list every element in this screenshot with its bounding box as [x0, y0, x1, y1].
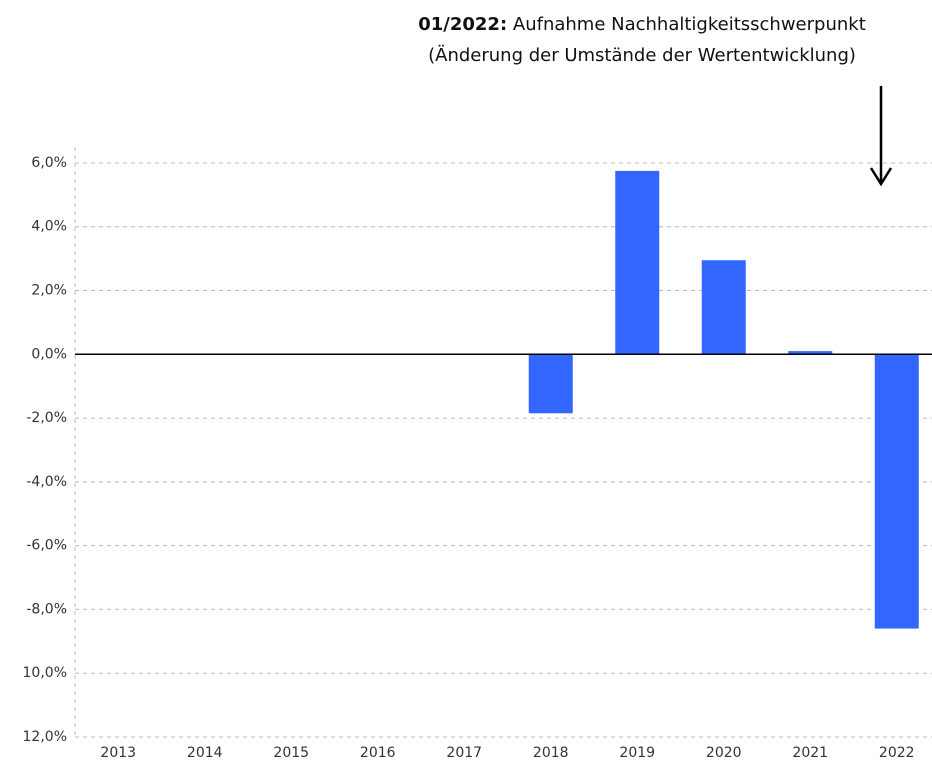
bar	[874, 354, 919, 629]
x-tick-label: 2017	[446, 745, 482, 761]
annotation-text: Aufnahme Nachhaltigkeitsschwerpunkt	[513, 14, 866, 35]
y-tick-label: 6,0%	[31, 155, 67, 171]
x-tick-label: 2022	[879, 745, 915, 761]
x-tick-label: 2013	[100, 745, 136, 761]
x-tick-label: 2018	[533, 745, 569, 761]
x-tick-label: 2020	[706, 745, 742, 761]
annotation-arrowhead	[869, 167, 893, 187]
annotation-line1: 01/2022: Aufnahme Nachhaltigkeitsschwerp…	[418, 14, 866, 35]
bar	[528, 354, 573, 414]
annotation-line2: (Änderung der Umstände der Wertentwicklu…	[428, 45, 856, 66]
x-tick-label: 2015	[273, 745, 309, 761]
x-tick-label: 2014	[187, 745, 223, 761]
y-tick-label: -6,0%	[26, 538, 67, 554]
y-tick-label: 2,0%	[31, 283, 67, 299]
y-tick-label: -2,0%	[26, 410, 67, 426]
y-tick-label: -4,0%	[26, 474, 67, 490]
annotation-bold: 01/2022:	[418, 14, 507, 35]
x-tick-label: 2021	[792, 745, 828, 761]
bar	[615, 170, 660, 355]
x-tick-label: 2016	[360, 745, 396, 761]
y-tick-label: 10,0%	[23, 665, 67, 681]
y-tick-label: 0,0%	[31, 346, 67, 362]
x-tick-label: 2019	[619, 745, 655, 761]
y-tick-label: 4,0%	[31, 219, 67, 235]
y-tick-label: -8,0%	[26, 601, 67, 617]
bar	[701, 260, 746, 355]
bar	[788, 351, 833, 355]
y-tick-label: 12,0%	[23, 729, 67, 745]
